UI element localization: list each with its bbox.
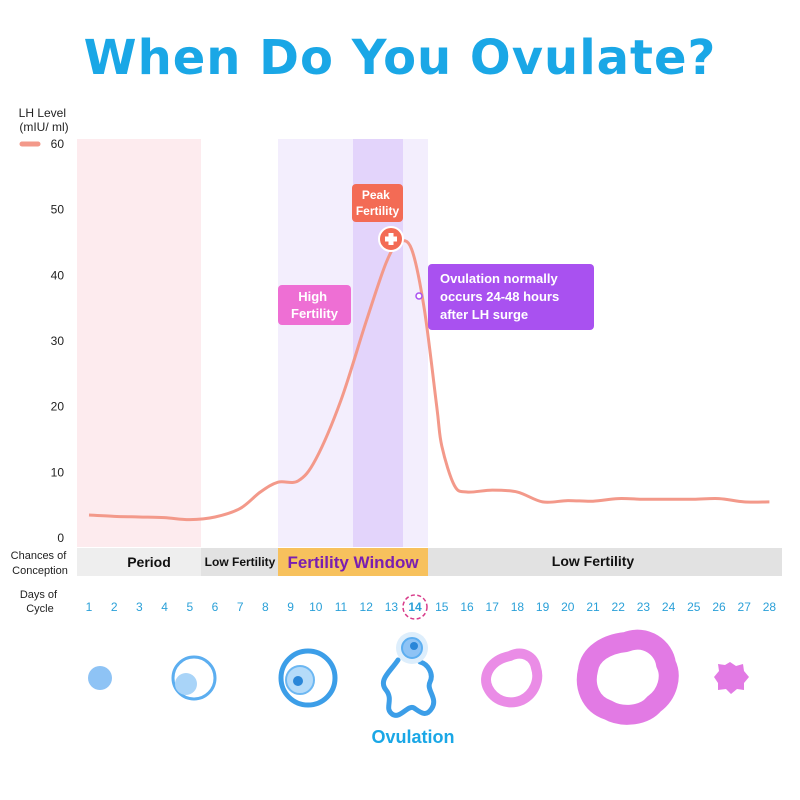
day-tick-label: 7 xyxy=(237,600,244,614)
chances-label: Chances of Conception xyxy=(11,550,70,577)
day-tick-label: 23 xyxy=(637,600,651,614)
corpus-albicans-icon xyxy=(714,662,749,694)
growing-follicle-icon xyxy=(171,655,217,701)
day-tick-label: 17 xyxy=(486,600,500,614)
peak-fertility-callout xyxy=(352,184,403,222)
corpus-luteum-icon xyxy=(481,648,543,708)
high-fertility-callout xyxy=(278,285,351,325)
y-tick-label: 40 xyxy=(51,268,65,282)
low-fertility-region-label-2: Low Fertility xyxy=(552,553,635,569)
period-region-label: Period xyxy=(127,554,171,570)
fertility-window-label: Fertility Window xyxy=(287,553,419,572)
day-14-highlight xyxy=(402,594,428,620)
day-tick-label: 25 xyxy=(687,600,701,614)
y-tick-label: 20 xyxy=(51,400,65,414)
large-corpus-luteum-icon xyxy=(576,629,679,725)
ovulation-note: Ovulation normally occurs 24-48 hours af… xyxy=(440,271,563,322)
y-tick-label: 10 xyxy=(51,465,65,479)
day-tick-label: 4 xyxy=(161,600,168,614)
high-fertility-label: High Fertility xyxy=(291,289,339,321)
low-fertility-region-label: Low Fertility xyxy=(205,555,276,569)
fertility-window-bar xyxy=(278,548,428,576)
low-fertility-bar-2 xyxy=(428,548,782,576)
day-tick-label: 16 xyxy=(460,600,474,614)
day-tick-label: 13 xyxy=(385,600,399,614)
day-tick-label: 26 xyxy=(712,600,726,614)
ovulation-callout xyxy=(428,264,594,330)
ovulation-stage-label: Ovulation xyxy=(371,727,454,747)
day-tick-label: 14 xyxy=(408,600,422,614)
day-tick-label: 6 xyxy=(212,600,219,614)
day-tick-label: 24 xyxy=(662,600,676,614)
day-tick-label: 15 xyxy=(435,600,449,614)
day-tick-label: 2 xyxy=(111,600,118,614)
mature-follicle-icon xyxy=(278,648,338,708)
day-tick-label: 5 xyxy=(186,600,193,614)
days-label: Days of Cycle xyxy=(20,589,60,615)
page-title: When Do You Ovulate? xyxy=(83,30,717,86)
y-tick-label: 60 xyxy=(51,137,65,151)
day-tick-label: 22 xyxy=(612,600,626,614)
day-tick-label: 1 xyxy=(86,600,93,614)
day-tick-label: 3 xyxy=(136,600,143,614)
small-follicle-icon xyxy=(88,666,112,690)
day-tick-label: 10 xyxy=(309,600,323,614)
day-tick-label: 19 xyxy=(536,600,550,614)
day-tick-label: 20 xyxy=(561,600,575,614)
day-tick-label: 18 xyxy=(511,600,525,614)
y-tick-label: 30 xyxy=(51,334,65,348)
day-tick-label: 12 xyxy=(360,600,374,614)
ovulating-follicle-icon xyxy=(380,632,437,718)
day-tick-label: 27 xyxy=(738,600,752,614)
y-axis-label: LH Level (mIU/ ml) xyxy=(19,106,70,134)
peak-marker xyxy=(378,226,404,252)
day-tick-label: 21 xyxy=(586,600,600,614)
y-tick-label: 0 xyxy=(57,531,64,545)
period-band xyxy=(77,139,201,547)
day-tick-label: 9 xyxy=(287,600,294,614)
day-tick-label: 28 xyxy=(763,600,777,614)
lh-level-line xyxy=(88,239,770,522)
peak-fertility-label: Peak Fertility xyxy=(356,188,400,218)
period-bar xyxy=(77,548,201,576)
day-tick-label: 8 xyxy=(262,600,269,614)
ovulation-pointer xyxy=(415,292,423,300)
y-tick-label: 50 xyxy=(51,203,65,217)
day-tick-label: 11 xyxy=(335,600,348,614)
low-fertility-bar-1 xyxy=(201,548,278,576)
